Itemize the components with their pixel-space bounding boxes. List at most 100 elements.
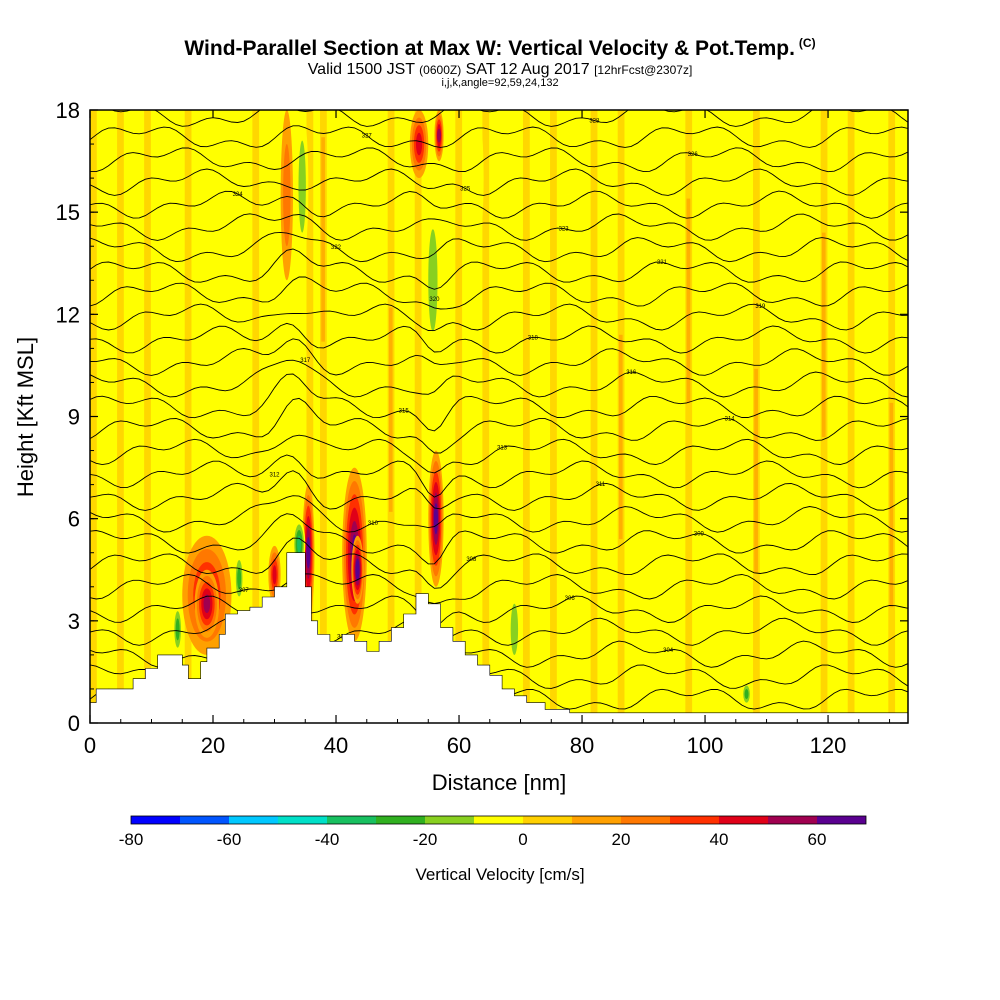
theta-contour-label: 321	[657, 260, 668, 266]
theta-contour	[90, 454, 908, 498]
velocity-cell	[510, 603, 519, 655]
colorbar-tick-label: -20	[413, 830, 438, 849]
theta-contour-label: 312	[270, 472, 281, 478]
theta-contour-label: 306	[565, 596, 576, 602]
theta-contour	[90, 168, 908, 196]
chart-subtitle: Valid 1500 JST (0600Z) SAT 12 Aug 2017 […	[0, 61, 1000, 79]
colorbar-swatch	[768, 816, 817, 824]
colorbar-tick-label: 0	[518, 830, 527, 849]
theta-contour-label: 315	[399, 408, 410, 414]
colorbar-swatch	[229, 816, 278, 824]
field-stripe	[321, 137, 325, 342]
colorbar-swatch	[327, 816, 376, 824]
y-tick-label: 12	[56, 302, 80, 327]
colorbar-swatch	[131, 816, 180, 824]
colorbar-swatch	[621, 816, 670, 824]
velocity-cell	[297, 535, 302, 553]
colorbar-swatch	[180, 816, 229, 824]
field-stripe	[320, 110, 327, 723]
theta-contour	[90, 513, 908, 565]
theta-contour	[90, 322, 908, 354]
theta-contour	[90, 495, 908, 533]
field-stripe	[482, 110, 490, 723]
colorbar-tick-label: 60	[808, 830, 827, 849]
velocity-cell	[415, 132, 423, 156]
theta-contour	[90, 338, 908, 376]
theta-contour	[90, 190, 908, 219]
theta-contour	[90, 125, 908, 148]
colorbar-tick-label: 40	[710, 830, 729, 849]
colorbar-swatch	[425, 816, 474, 824]
x-tick-label: 20	[201, 733, 225, 758]
theta-contour	[90, 397, 908, 454]
theta-contour	[90, 276, 908, 310]
velocity-cell	[366, 331, 380, 383]
field-stripe	[889, 402, 894, 608]
theta-contour	[110, 110, 908, 127]
field-stripe	[754, 368, 758, 574]
field-stripe	[847, 110, 855, 723]
velocity-cell	[437, 128, 442, 143]
x-tick-label: 60	[447, 733, 471, 758]
field-stripe	[144, 110, 151, 723]
theta-contour-label: 319	[755, 304, 766, 310]
theta-contour	[90, 147, 908, 173]
colorbar-frame	[130, 815, 867, 825]
x-tick-label: 80	[570, 733, 594, 758]
x-tick-label: 0	[84, 733, 96, 758]
velocity-cell	[306, 537, 311, 569]
colorbar-tick-label: 20	[612, 830, 631, 849]
theta-contour-label: 309	[694, 532, 705, 538]
field-stripe	[686, 198, 691, 403]
field-stripe	[821, 232, 826, 437]
colorbar-swatch	[278, 816, 327, 824]
corner-mark: (C)	[798, 36, 816, 50]
velocity-cell	[203, 594, 211, 614]
valid-prefix: Valid 1500 JST	[307, 61, 415, 78]
x-axis-label: Distance [nm]	[432, 770, 567, 795]
theta-contour-label: 317	[300, 358, 311, 364]
theta-contour	[90, 470, 908, 511]
theta-contour-label: 304	[663, 648, 674, 654]
velocity-cell	[237, 567, 242, 590]
theta-contour-label: 326	[688, 152, 699, 158]
colorbar-tick-label: -60	[217, 830, 242, 849]
field-stripe	[522, 110, 530, 723]
velocity-cell	[175, 618, 180, 641]
theta-contour	[90, 248, 908, 290]
theta-contour	[90, 434, 908, 474]
velocity-cell	[355, 562, 360, 577]
theta-contour-label: 323	[559, 227, 570, 233]
theta-contour-label: 327	[362, 133, 373, 139]
field-stripe	[117, 110, 124, 723]
velocity-cell	[692, 637, 706, 706]
theta-contour	[90, 213, 908, 241]
colorbar-swatch	[670, 816, 719, 824]
colorbar-swatch	[376, 816, 425, 824]
theta-contour-label: 314	[725, 417, 736, 423]
x-tick-label: 40	[324, 733, 348, 758]
field-stripe	[455, 110, 463, 723]
theta-contour	[90, 573, 908, 605]
terrain-profile	[90, 552, 908, 723]
y-tick-label: 0	[68, 711, 80, 736]
y-tick-label: 9	[68, 405, 80, 430]
chart-title-main: Wind-Parallel Section at Max W: Vertical…	[184, 37, 795, 60]
y-tick-label: 15	[56, 200, 80, 225]
grid-indices: i,j,k,angle=92,59,24,132	[441, 77, 559, 89]
y-tick-label: 6	[68, 507, 80, 532]
velocity-cell	[283, 144, 291, 247]
theta-contour	[90, 303, 908, 332]
forecast-tag: [12hrFcst@2307z]	[594, 63, 693, 77]
theta-contour-label: 322	[331, 245, 342, 251]
field-stripe	[550, 110, 557, 723]
velocity-cell	[744, 688, 749, 700]
field-stripe	[252, 110, 260, 723]
y-tick-label: 3	[68, 609, 80, 634]
vertical-velocity-field	[90, 110, 908, 723]
colorbar: -80 -60 -40 -20 0 20 40 60	[119, 815, 867, 849]
colorbar-label: Vertical Velocity [cm/s]	[415, 865, 584, 884]
colorbar-swatch	[474, 816, 523, 824]
field-stripe	[388, 307, 393, 512]
x-tick-label: 100	[687, 733, 724, 758]
